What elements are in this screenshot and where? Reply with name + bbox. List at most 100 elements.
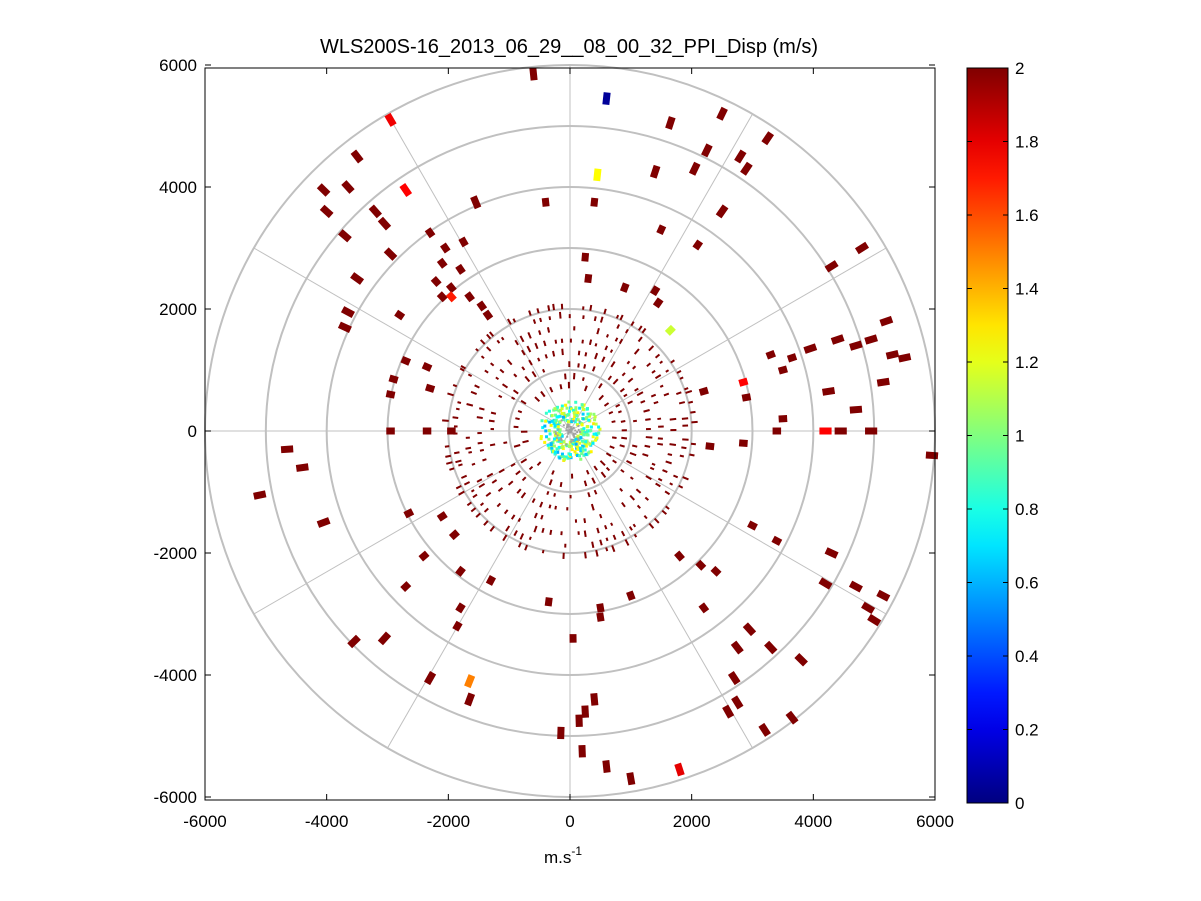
near-field-mark: [621, 372, 626, 377]
data-point: [652, 297, 664, 309]
data-point: [861, 601, 876, 615]
near-field-mark: [470, 507, 477, 513]
near-field-mark: [474, 384, 480, 389]
data-point: [656, 224, 667, 236]
center-return-mark: [556, 405, 560, 409]
near-field-mark: [538, 330, 542, 336]
near-field-mark: [485, 491, 492, 497]
near-field-mark: [526, 345, 532, 353]
center-return-mark: [582, 407, 586, 411]
data-point: [747, 520, 758, 531]
center-return-mark: [554, 421, 558, 425]
center-return-mark: [561, 415, 565, 419]
center-return-mark: [586, 451, 590, 455]
near-field-mark: [539, 501, 544, 508]
center-gray-mark: [579, 430, 582, 433]
near-field-mark: [611, 436, 617, 440]
center-return-mark: [555, 447, 559, 451]
near-field-mark: [605, 452, 612, 457]
center-return-mark: [578, 446, 582, 450]
center-return-mark: [543, 424, 547, 428]
near-field-mark: [552, 303, 555, 311]
data-point: [619, 282, 630, 293]
near-field-mark: [544, 354, 548, 359]
near-field-mark: [648, 345, 655, 352]
near-field-mark: [489, 443, 496, 447]
center-return-mark: [572, 411, 576, 415]
spoke-line: [253, 430, 571, 615]
data-point: [701, 143, 713, 158]
center-return-mark: [588, 442, 592, 446]
colorbar-tick-label: 0: [1015, 794, 1024, 813]
near-field-mark: [632, 523, 637, 528]
near-field-mark: [478, 482, 486, 489]
near-field-mark: [630, 321, 635, 327]
near-field-mark: [528, 310, 532, 316]
center-return-mark: [565, 413, 569, 417]
center-return-mark: [557, 409, 561, 413]
center-return-mark: [581, 449, 585, 453]
near-field-mark: [665, 505, 670, 510]
center-return-mark: [558, 437, 562, 441]
near-field-mark: [453, 451, 460, 455]
data-point: [849, 340, 863, 351]
near-field-mark: [593, 316, 597, 322]
x-tick-label: 2000: [673, 812, 711, 831]
colorbar-gradient: [966, 67, 1009, 804]
center-gray-mark: [554, 432, 557, 435]
near-field-mark: [486, 333, 492, 340]
center-return-mark: [582, 433, 586, 437]
data-point: [715, 204, 729, 219]
near-field-mark: [527, 331, 532, 339]
data-point: [340, 306, 355, 319]
near-field-mark: [522, 439, 529, 444]
data-point: [742, 622, 757, 637]
near-field-mark: [531, 498, 536, 504]
data-point: [596, 603, 605, 613]
near-field-mark: [591, 477, 596, 484]
data-point: [794, 652, 808, 667]
near-field-mark: [517, 542, 522, 548]
data-point: [347, 634, 361, 649]
near-field-mark: [531, 370, 537, 378]
center-return-mark: [560, 407, 564, 411]
data-point: [436, 257, 448, 269]
near-field-mark: [577, 363, 580, 368]
near-field-mark: [470, 390, 478, 395]
center-return-mark: [557, 430, 561, 434]
center-return-mark: [562, 455, 566, 459]
data-point: [885, 349, 900, 360]
near-field-mark: [679, 454, 685, 458]
near-field-mark: [637, 336, 643, 343]
near-field-mark: [649, 466, 655, 471]
center-return-mark: [558, 420, 562, 424]
center-return-mark: [597, 431, 601, 435]
near-field-mark: [651, 369, 656, 374]
center-return-mark: [587, 418, 591, 422]
near-field-mark: [636, 504, 641, 509]
near-field-mark: [490, 411, 497, 415]
near-field-mark: [444, 445, 450, 448]
center-return-mark: [559, 441, 563, 445]
data-point: [464, 692, 476, 707]
center-gray-mark: [570, 438, 573, 441]
near-field-mark: [619, 387, 625, 393]
near-field-mark: [655, 482, 661, 488]
near-field-mark: [542, 368, 546, 373]
near-field-mark: [587, 492, 591, 498]
center-gray-mark: [562, 424, 565, 427]
data-point: [777, 365, 788, 375]
near-field-mark: [673, 474, 679, 479]
near-field-mark: [620, 420, 626, 423]
center-return-mark: [574, 400, 578, 404]
near-field-mark: [661, 509, 668, 515]
near-field-mark: [644, 444, 651, 448]
center-return-mark: [578, 441, 582, 445]
center-return-mark: [585, 431, 589, 435]
data-point: [394, 309, 406, 321]
near-field-mark: [670, 359, 675, 364]
data-point: [821, 386, 836, 396]
data-point: [436, 511, 448, 522]
data-point: [544, 597, 553, 607]
spoke-line: [569, 247, 887, 432]
